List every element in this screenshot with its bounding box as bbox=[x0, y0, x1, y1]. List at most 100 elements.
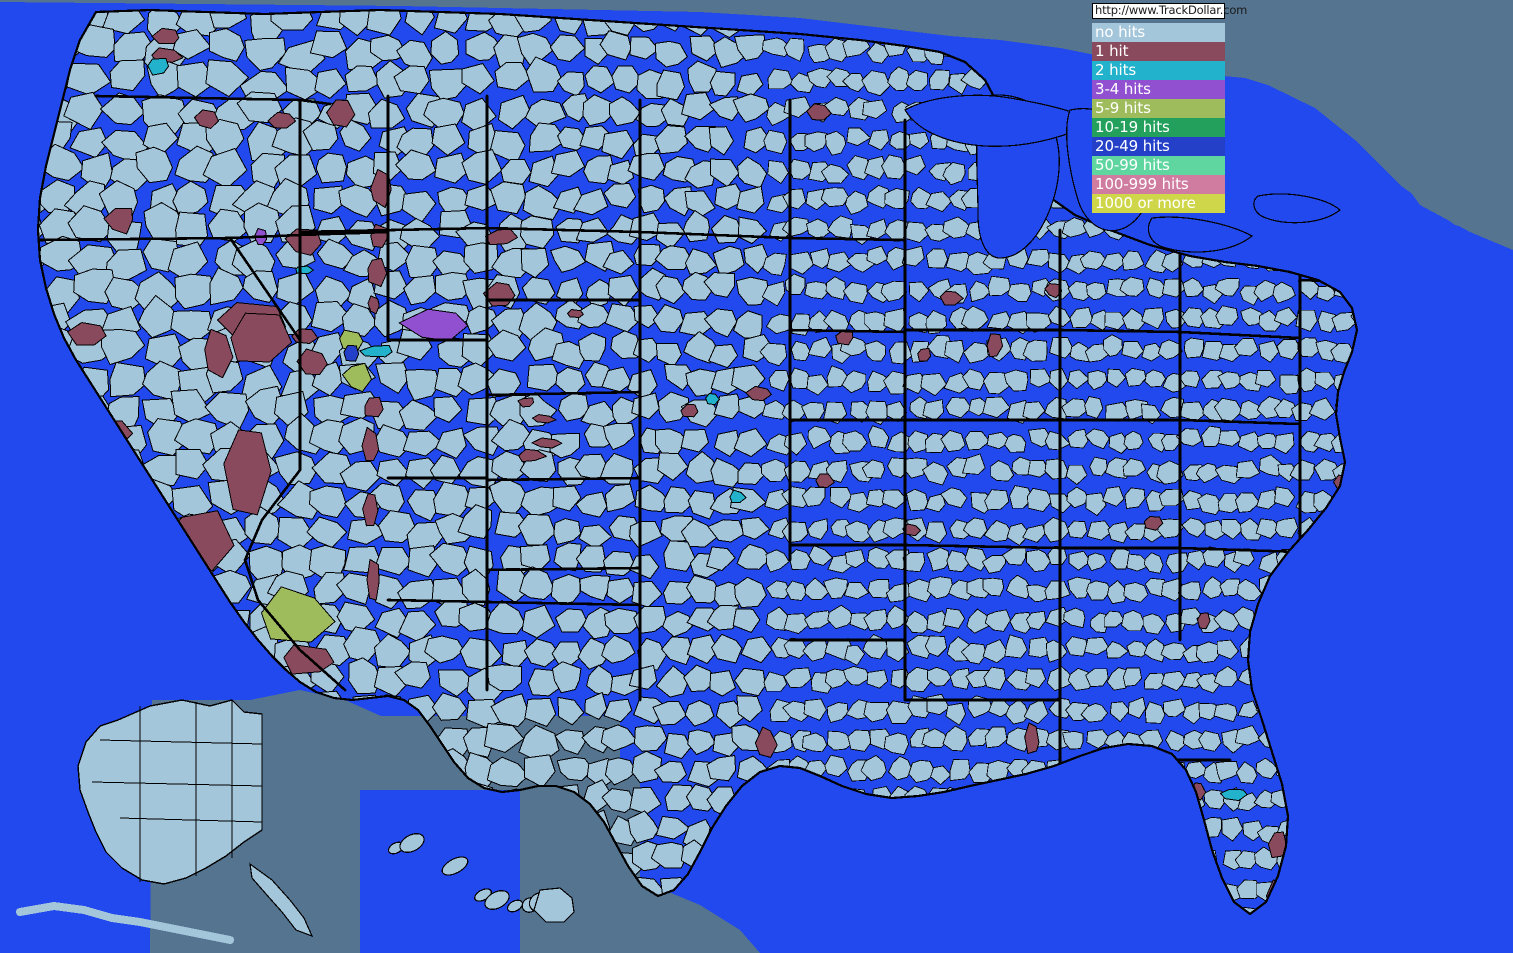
county-polygon[interactable] bbox=[575, 491, 608, 518]
county-polygon[interactable] bbox=[842, 281, 868, 305]
county-polygon[interactable] bbox=[1165, 730, 1187, 752]
county-polygon[interactable] bbox=[982, 639, 1009, 664]
county-polygon[interactable] bbox=[1119, 276, 1145, 297]
county-polygon[interactable] bbox=[1235, 761, 1258, 784]
county-polygon[interactable] bbox=[684, 126, 717, 153]
hit-county-hits-1[interactable] bbox=[296, 348, 328, 375]
county-polygon[interactable] bbox=[603, 698, 633, 723]
county-polygon[interactable] bbox=[522, 185, 563, 220]
county-polygon[interactable] bbox=[706, 755, 737, 782]
county-polygon[interactable] bbox=[683, 331, 719, 364]
county-polygon[interactable] bbox=[1086, 552, 1107, 572]
county-polygon[interactable] bbox=[767, 68, 794, 90]
hit-county-hits-1[interactable] bbox=[680, 403, 699, 418]
county-polygon[interactable] bbox=[1195, 641, 1220, 664]
county-polygon[interactable] bbox=[1176, 428, 1203, 447]
county-polygon[interactable] bbox=[964, 547, 988, 572]
county-polygon[interactable] bbox=[608, 96, 641, 127]
county-polygon[interactable] bbox=[926, 610, 951, 634]
county-polygon[interactable] bbox=[706, 604, 739, 631]
county-polygon[interactable] bbox=[681, 92, 715, 121]
county-polygon[interactable] bbox=[1126, 553, 1152, 572]
hit-county-hits-5-9[interactable] bbox=[261, 586, 336, 643]
county-polygon[interactable] bbox=[684, 190, 716, 217]
county-polygon[interactable] bbox=[1202, 576, 1224, 600]
county-polygon[interactable] bbox=[1297, 337, 1321, 358]
county-polygon[interactable] bbox=[734, 667, 766, 697]
county-polygon[interactable] bbox=[823, 401, 848, 424]
county-polygon[interactable] bbox=[433, 396, 463, 423]
county-polygon[interactable] bbox=[824, 754, 848, 778]
county-polygon[interactable] bbox=[550, 149, 586, 178]
county-polygon[interactable] bbox=[457, 362, 501, 396]
county-polygon[interactable] bbox=[906, 488, 929, 512]
county-polygon[interactable] bbox=[785, 580, 808, 601]
county-polygon[interactable] bbox=[827, 730, 855, 751]
county-polygon[interactable] bbox=[655, 665, 689, 698]
county-polygon[interactable] bbox=[1314, 371, 1336, 391]
county-polygon[interactable] bbox=[809, 248, 832, 269]
county-polygon[interactable] bbox=[494, 511, 529, 538]
county-polygon[interactable] bbox=[1234, 492, 1260, 513]
county-polygon[interactable] bbox=[67, 205, 114, 243]
county-polygon[interactable] bbox=[1142, 613, 1166, 635]
county-polygon[interactable] bbox=[987, 275, 1012, 297]
hit-county-hits-1[interactable] bbox=[1024, 722, 1040, 755]
county-polygon[interactable] bbox=[1233, 337, 1259, 357]
county-polygon[interactable] bbox=[824, 130, 847, 156]
county-polygon[interactable] bbox=[602, 249, 635, 275]
county-polygon[interactable] bbox=[551, 661, 582, 694]
county-polygon[interactable] bbox=[886, 639, 910, 663]
county-polygon[interactable] bbox=[1214, 464, 1243, 485]
county-polygon[interactable] bbox=[550, 245, 586, 273]
county-polygon[interactable] bbox=[604, 607, 641, 635]
county-polygon[interactable] bbox=[655, 815, 691, 840]
county-polygon[interactable] bbox=[403, 275, 437, 306]
county-polygon[interactable] bbox=[1237, 431, 1263, 453]
county-polygon[interactable] bbox=[884, 549, 910, 571]
county-polygon[interactable] bbox=[945, 702, 967, 726]
county-polygon[interactable] bbox=[708, 96, 741, 122]
county-polygon[interactable] bbox=[847, 729, 872, 752]
county-polygon[interactable] bbox=[373, 300, 411, 338]
county-polygon[interactable] bbox=[652, 700, 687, 726]
county-polygon[interactable] bbox=[847, 491, 871, 513]
hit-county-hits-1[interactable] bbox=[67, 322, 107, 346]
county-polygon[interactable] bbox=[1063, 607, 1086, 629]
county-polygon[interactable] bbox=[1214, 278, 1240, 297]
county-polygon[interactable] bbox=[208, 28, 245, 62]
county-polygon[interactable] bbox=[908, 312, 928, 334]
county-polygon[interactable] bbox=[1256, 432, 1281, 450]
legend-item-hits-20-49[interactable]: 20-49 hits bbox=[1092, 137, 1225, 156]
county-polygon[interactable] bbox=[866, 669, 889, 689]
county-polygon[interactable] bbox=[1106, 368, 1127, 388]
county-polygon[interactable] bbox=[428, 68, 469, 101]
county-polygon[interactable] bbox=[1128, 696, 1147, 719]
county-polygon[interactable] bbox=[519, 566, 556, 600]
county-polygon[interactable] bbox=[462, 426, 502, 456]
county-polygon[interactable] bbox=[1216, 639, 1239, 660]
county-polygon[interactable] bbox=[963, 517, 988, 539]
county-polygon[interactable] bbox=[1201, 370, 1225, 389]
hit-county-hits-2[interactable] bbox=[729, 489, 747, 504]
county-polygon[interactable] bbox=[940, 429, 966, 453]
county-polygon[interactable] bbox=[808, 545, 833, 566]
county-polygon[interactable] bbox=[556, 756, 594, 782]
county-polygon[interactable] bbox=[1067, 576, 1091, 599]
county-polygon[interactable] bbox=[1089, 456, 1108, 477]
county-polygon[interactable] bbox=[806, 374, 829, 396]
county-polygon[interactable] bbox=[962, 453, 986, 475]
county-polygon[interactable] bbox=[501, 639, 530, 669]
hit-county-hits-1[interactable] bbox=[815, 473, 835, 488]
county-polygon[interactable] bbox=[1308, 397, 1336, 421]
county-polygon[interactable] bbox=[984, 726, 1008, 749]
legend-item-no-hits[interactable]: no hits bbox=[1092, 23, 1225, 42]
county-polygon[interactable] bbox=[374, 546, 412, 576]
county-polygon[interactable] bbox=[925, 248, 949, 269]
county-polygon[interactable] bbox=[315, 152, 347, 184]
county-polygon[interactable] bbox=[844, 645, 865, 666]
county-polygon[interactable] bbox=[652, 304, 684, 334]
county-polygon[interactable] bbox=[655, 275, 686, 305]
county-polygon[interactable] bbox=[736, 185, 765, 214]
county-polygon[interactable] bbox=[1255, 757, 1279, 780]
